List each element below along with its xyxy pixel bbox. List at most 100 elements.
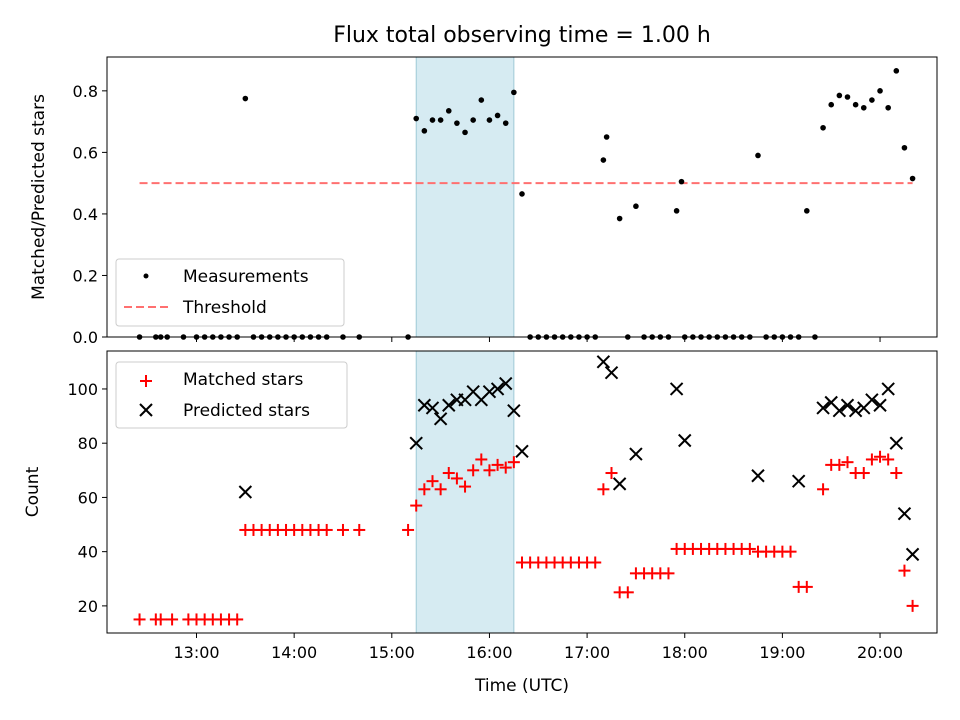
measurement-point	[673, 208, 680, 214]
measurement-point	[242, 95, 249, 102]
measurement-point	[885, 104, 891, 111]
matched-star-point	[833, 458, 846, 471]
predicted-star-point	[417, 398, 432, 412]
matched-star-point	[353, 523, 366, 536]
top-panel: Flux total observing time = 1.00 h 0.0 0.…	[29, 23, 938, 347]
legend-predicted-label: Predicted stars	[183, 401, 310, 421]
measurement-point	[437, 117, 444, 123]
measurement-point	[445, 108, 452, 114]
matched-star-point	[906, 599, 919, 612]
predicted-star-point	[433, 412, 448, 426]
measurement-point	[511, 89, 517, 96]
measurement-point	[893, 68, 900, 74]
top-y-tick-label: 0.2	[73, 266, 98, 285]
top-plot-frame	[106, 56, 938, 338]
predicted-star-point	[873, 398, 887, 412]
measurement-point	[616, 215, 623, 222]
measurement-point	[462, 129, 468, 136]
bottom-y-tick-label: 60	[78, 488, 98, 507]
matched-star-point	[166, 613, 179, 626]
matched-star-point	[459, 480, 472, 493]
measurement-point	[494, 112, 501, 119]
measurement-point	[600, 157, 607, 163]
matched-star-point	[426, 475, 439, 488]
predicted-star-point	[482, 384, 497, 399]
bottom-y-tick-label: 20	[78, 597, 98, 616]
matched-star-point	[662, 567, 675, 580]
measurement-point	[421, 128, 428, 134]
predicted-star-point	[905, 547, 920, 562]
bottom-y-tick-label: 80	[78, 434, 98, 453]
measurement-point	[454, 120, 460, 126]
matched-star-point	[800, 580, 813, 593]
matched-star-point	[231, 613, 244, 626]
measurement-point	[877, 88, 883, 94]
matched-star-point	[857, 467, 870, 480]
top-legend-box	[115, 258, 345, 327]
x-tick-label: 20:00	[857, 643, 903, 662]
predicted-star-point	[816, 401, 830, 415]
x-tick-label: 14:00	[271, 643, 317, 662]
x-tick-label: 13:00	[173, 643, 219, 662]
measurement-point	[478, 97, 485, 103]
x-tick-label: 16:00	[466, 643, 512, 662]
matched-star-point	[418, 483, 431, 496]
predicted-star-point	[425, 401, 440, 415]
measurement-point	[470, 117, 476, 123]
bottom-panel: 20 40 60 80 100 13:00 14:00 15:00 16:00 17:00 18:0…	[23, 350, 938, 696]
legend-threshold-label: Threshold	[182, 298, 267, 318]
matched-star-point	[882, 453, 895, 466]
matched-star-point	[483, 464, 496, 477]
matched-star-point	[507, 456, 520, 469]
measurement-point	[828, 101, 835, 108]
matched-star-point	[491, 458, 504, 471]
matched-star-point	[133, 613, 146, 626]
predicted-star-point	[848, 403, 863, 418]
top-y-axis-label: Matched/Predicted stars	[29, 94, 49, 300]
predicted-star-point	[791, 474, 806, 488]
measurement-point	[804, 208, 810, 214]
predicted-star-point	[507, 403, 521, 418]
matched-star-point	[865, 453, 878, 466]
measurement-point	[909, 175, 916, 182]
measurement-point	[820, 124, 826, 131]
top-legend: Measurements Threshold	[115, 258, 345, 327]
measurement-point	[755, 152, 761, 159]
legend-measurements-label: Measurements	[183, 267, 309, 287]
measurement-point	[678, 178, 685, 185]
matched-star-point	[890, 467, 903, 480]
measurement-point	[502, 120, 509, 126]
measurement-point	[852, 101, 859, 108]
matched-star-point	[589, 556, 602, 569]
measurement-point	[844, 94, 851, 100]
legend-matched-marker	[140, 375, 152, 387]
matched-star-point	[336, 523, 349, 536]
predicted-star-point	[629, 447, 643, 461]
legend-predicted-marker	[139, 403, 153, 417]
top-y-tick-label: 0.4	[73, 205, 98, 224]
highlight-span	[415, 56, 515, 338]
bottom-y-tick-label: 40	[78, 543, 98, 562]
measurement-point	[869, 97, 875, 103]
predicted-star-point	[604, 365, 619, 380]
measurement-point	[860, 104, 867, 111]
x-tick-label: 19:00	[759, 643, 805, 662]
matched-star-point	[434, 483, 447, 496]
matched-star-point	[784, 545, 797, 558]
predicted-star-point	[596, 355, 611, 369]
bottom-y-tick-label: 100	[67, 380, 98, 399]
matched-star-point	[499, 461, 512, 474]
predicted-star-point	[490, 382, 505, 396]
matched-star-point	[898, 564, 911, 577]
matched-star-point	[154, 613, 167, 626]
x-tick-label: 18:00	[662, 643, 708, 662]
bottom-plot-frame	[106, 350, 938, 634]
measurement-point	[633, 203, 639, 210]
measurement-point	[901, 144, 908, 151]
predicted-star-point	[442, 398, 456, 412]
predicted-star-point	[832, 403, 847, 418]
predicted-star-point	[678, 433, 692, 448]
measurement-point	[603, 134, 610, 140]
predicted-star-point	[865, 393, 879, 407]
